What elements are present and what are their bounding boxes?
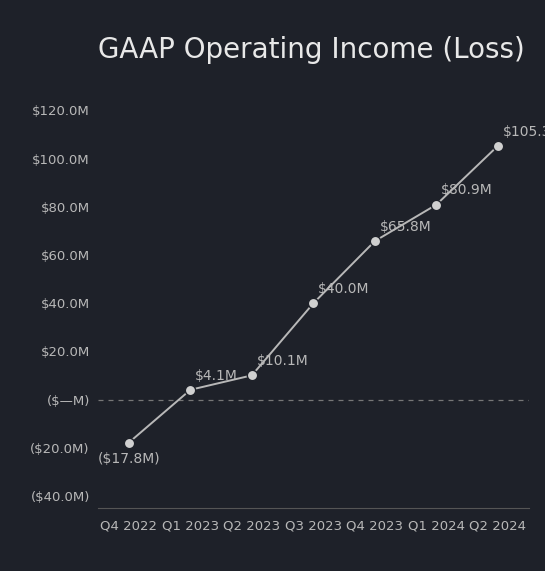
Text: $10.1M: $10.1M — [257, 354, 308, 368]
Point — [371, 236, 379, 246]
Text: GAAP Operating Income (Loss): GAAP Operating Income (Loss) — [98, 35, 525, 63]
Point — [494, 141, 502, 150]
Text: $4.1M: $4.1M — [195, 369, 238, 383]
Text: ($17.8M): ($17.8M) — [98, 452, 160, 467]
Text: $65.8M: $65.8M — [380, 220, 432, 234]
Text: $105.3M: $105.3M — [503, 124, 545, 139]
Point — [247, 371, 256, 380]
Point — [124, 438, 133, 447]
Point — [186, 385, 195, 395]
Text: $40.0M: $40.0M — [318, 282, 370, 296]
Point — [432, 200, 441, 209]
Text: $80.9M: $80.9M — [441, 183, 493, 198]
Point — [309, 299, 318, 308]
